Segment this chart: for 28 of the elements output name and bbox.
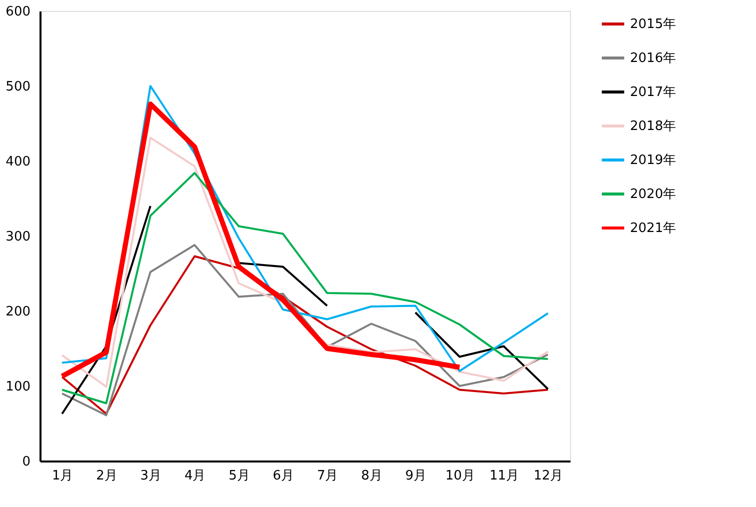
y-tick-label: 400 bbox=[6, 154, 30, 170]
legend-label: 2017年 bbox=[630, 85, 676, 100]
line-series bbox=[61, 172, 549, 404]
line-series bbox=[61, 136, 549, 388]
y-tick-label: 300 bbox=[6, 230, 30, 244]
x-tick-label: 5月 bbox=[228, 468, 250, 484]
x-tick-label: 10月 bbox=[445, 468, 475, 484]
y-tick-label: 200 bbox=[6, 304, 30, 320]
x-tick-label: 6月 bbox=[272, 468, 294, 484]
legend-label: 2020年 bbox=[630, 187, 676, 202]
legend-label: 2018年 bbox=[630, 119, 676, 134]
legend-label: 2015年 bbox=[630, 17, 676, 32]
x-tick-label: 2月 bbox=[96, 468, 118, 484]
y-tick-label: 500 bbox=[6, 80, 30, 94]
x-tick-label: 12月 bbox=[534, 468, 564, 484]
legend-label: 2021年 bbox=[630, 221, 676, 236]
x-tick-label: 4月 bbox=[184, 468, 206, 484]
x-tick-label: 9月 bbox=[405, 468, 427, 484]
y-tick-label: 0 bbox=[22, 454, 30, 470]
legend-label: 2016年 bbox=[630, 51, 676, 66]
x-tick-label: 1月 bbox=[52, 468, 74, 484]
y-tick-label: 100 bbox=[6, 380, 30, 394]
legend-label: 2019年 bbox=[630, 153, 676, 168]
x-tick-label: 7月 bbox=[316, 468, 338, 484]
x-tick-label: 11月 bbox=[489, 468, 520, 484]
x-tick-label: 3月 bbox=[140, 468, 162, 484]
y-tick-label: 600 bbox=[6, 4, 30, 20]
x-tick-label: 8月 bbox=[361, 468, 382, 484]
